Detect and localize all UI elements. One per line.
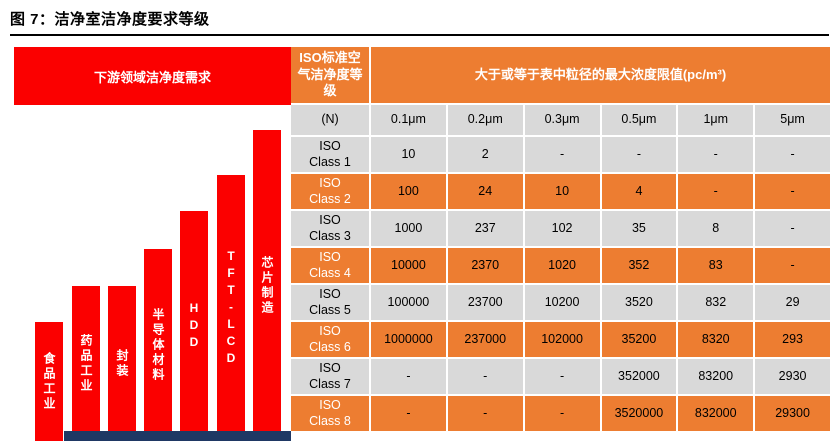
concentration-value: 352 [601,248,677,283]
bar-tft-lcd: TFT-LCD [217,175,245,441]
concentration-value: 3520000 [601,396,677,431]
concentration-value: 1000000 [371,322,446,357]
concentration-value: - [678,137,754,172]
concentration-value: 832 [678,285,754,320]
concentration-value: 237000 [447,322,523,357]
concentration-value: 2 [447,137,523,172]
bar-label-chip-manufacturing: 芯片制造 [260,255,274,316]
concentration-value: - [524,359,600,394]
col-header-5um: 5μm [755,105,830,135]
iso-class-4-label: ISO Class 4 [291,248,369,283]
concentration-value: 35 [601,211,677,246]
bar-hdd: HDD [180,211,208,441]
concentration-value: - [371,396,446,431]
col-header-0p1um: 0.1μm [371,105,446,135]
concentration-value: 3520 [601,285,677,320]
concentration-value: 8320 [678,322,754,357]
concentration-value: 100000 [371,285,446,320]
concentration-value: 23700 [447,285,523,320]
bar-food-industry: 食品工业 [35,322,63,441]
col-header-1um: 1μm [678,105,754,135]
concentration-value: 10200 [524,285,600,320]
concentration-value: 352000 [601,359,677,394]
bar-label-tft-lcd: TFT-LCD [224,248,238,368]
concentration-value: 832000 [678,396,754,431]
concentration-value: 1000 [371,211,446,246]
concentration-value: - [755,137,830,172]
concentration-limit-header: 大于或等于表中粒径的最大浓度限值(pc/m³) [371,47,830,103]
bar-chip-manufacturing: 芯片制造 [253,130,281,441]
col-header-n: (N) [291,105,369,135]
concentration-value: 29300 [755,396,830,431]
iso-class-2-label: ISO Class 2 [291,174,369,209]
col-header-0p5um: 0.5μm [601,105,677,135]
concentration-value: - [447,359,523,394]
demand-chart-header: 下游领域洁净度需求 [14,47,291,105]
iso-cleanliness-table: ISO标准空气洁净度等级 大于或等于表中粒径的最大浓度限值(pc/m³) (N)… [291,47,830,431]
concentration-value: 83200 [678,359,754,394]
concentration-value: 10 [371,137,446,172]
concentration-value: - [755,211,830,246]
concentration-value: - [601,137,677,172]
bar-label-semiconductor-materials: 半导体材料 [151,307,165,383]
concentration-value: 83 [678,248,754,283]
bar-semiconductor-materials: 半导体材料 [144,249,172,441]
iso-class-7-label: ISO Class 7 [291,359,369,394]
concentration-value: 10 [524,174,600,209]
concentration-value: 102000 [524,322,600,357]
concentration-value: 35200 [601,322,677,357]
concentration-value: - [371,359,446,394]
bar-label-packaging: 封装 [115,348,129,379]
concentration-value: 2930 [755,359,830,394]
bar-label-pharma-industry: 药品工业 [79,333,93,394]
iso-class-3-label: ISO Class 3 [291,211,369,246]
bar-label-food-industry: 食品工业 [42,351,56,412]
concentration-value: 10000 [371,248,446,283]
bottom-strip [64,431,291,441]
iso-standard-header: ISO标准空气洁净度等级 [291,47,369,103]
concentration-value: 29 [755,285,830,320]
concentration-value: 102 [524,211,600,246]
concentration-value: - [524,137,600,172]
bar-pharma-industry: 药品工业 [72,286,100,441]
iso-class-6-label: ISO Class 6 [291,322,369,357]
concentration-value: 4 [601,174,677,209]
figure-title: 图 7：洁净室洁净度要求等级 [10,11,210,28]
iso-class-1-label: ISO Class 1 [291,137,369,172]
concentration-value: 1020 [524,248,600,283]
bar-label-hdd: HDD [187,300,201,352]
col-header-0p3um: 0.3μm [524,105,600,135]
concentration-value: 24 [447,174,523,209]
concentration-value: 8 [678,211,754,246]
iso-class-8-label: ISO Class 8 [291,396,369,431]
concentration-value: - [447,396,523,431]
iso-class-5-label: ISO Class 5 [291,285,369,320]
concentration-value: - [524,396,600,431]
figure-title-bar: 图 7：洁净室洁净度要求等级 [10,8,829,36]
bar-packaging: 封装 [108,286,136,441]
concentration-value: 237 [447,211,523,246]
col-header-0p2um: 0.2μm [447,105,523,135]
concentration-value: - [755,248,830,283]
concentration-value: 293 [755,322,830,357]
concentration-value: 100 [371,174,446,209]
concentration-value: 2370 [447,248,523,283]
concentration-value: - [755,174,830,209]
concentration-value: - [678,174,754,209]
